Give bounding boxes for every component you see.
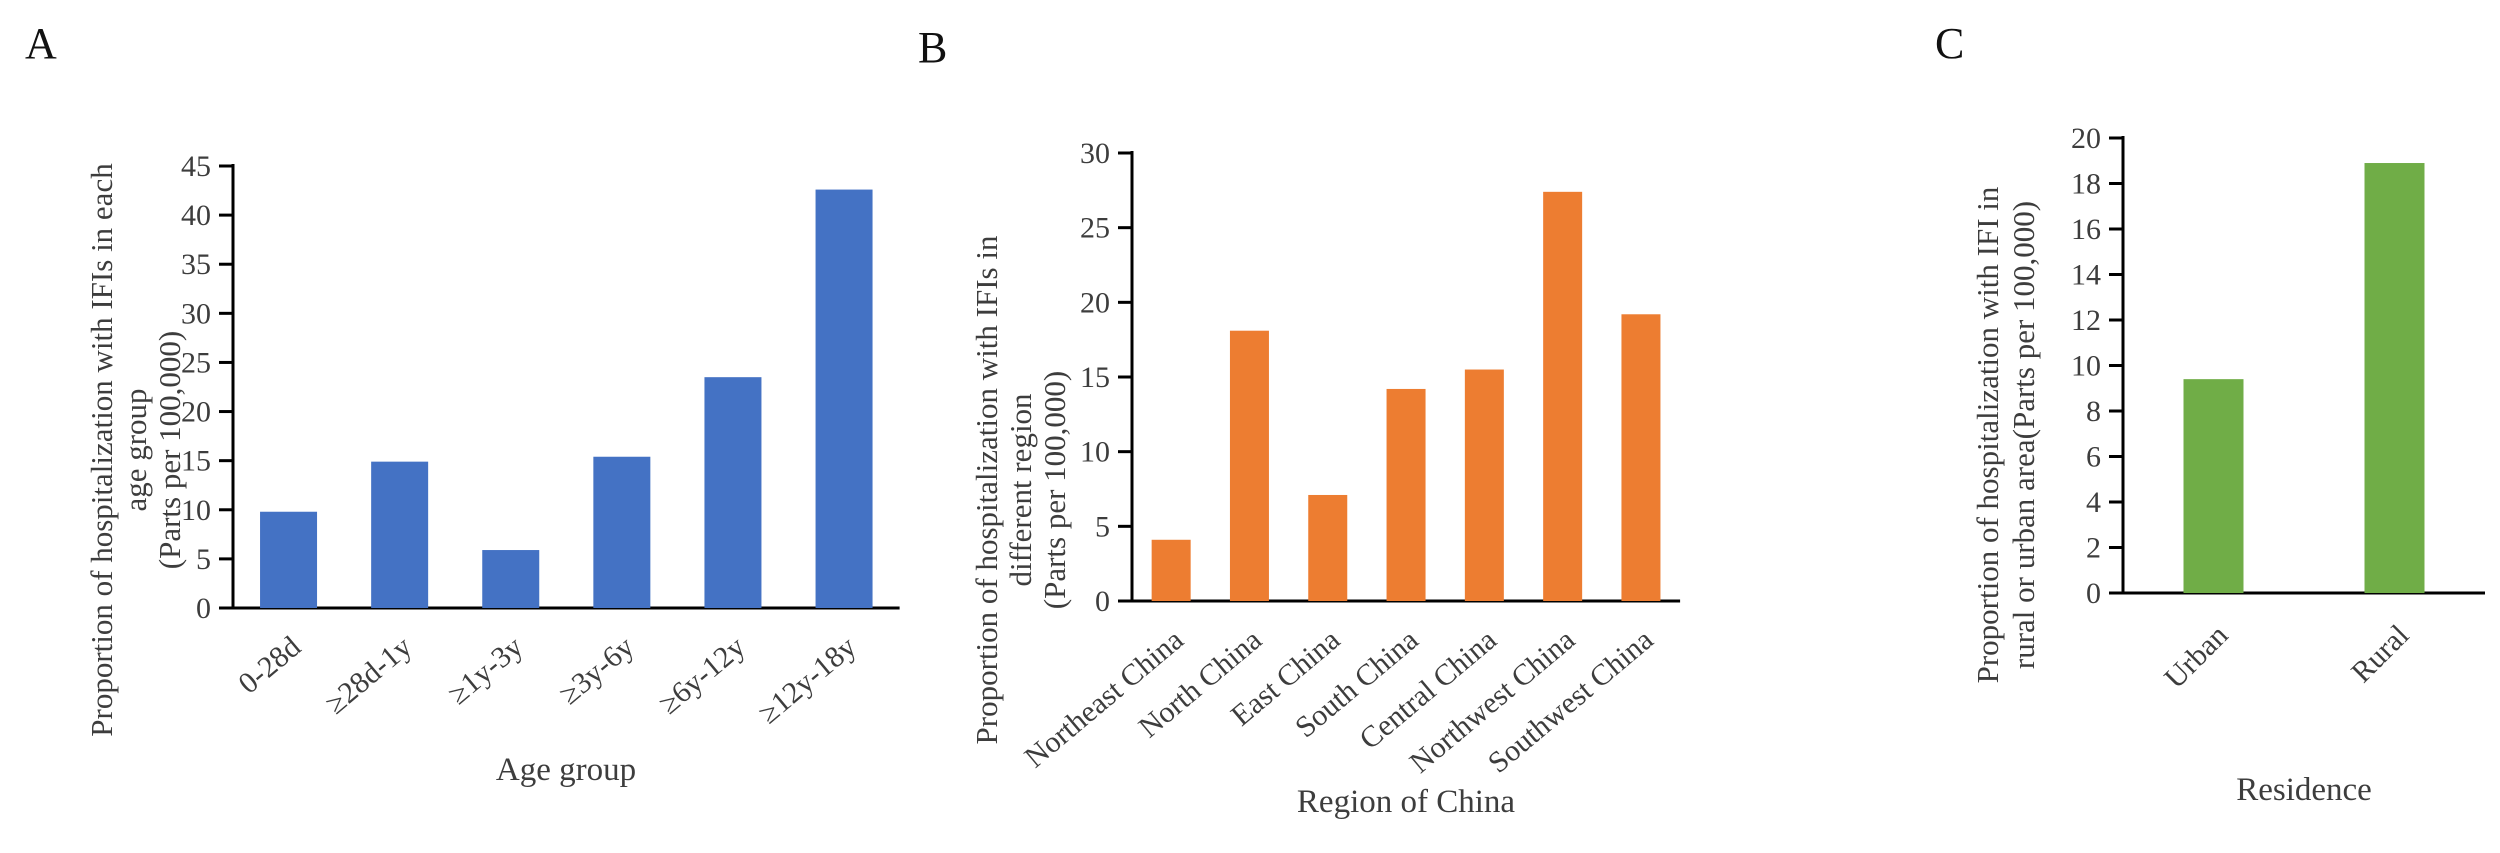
panel-a-bar bbox=[704, 377, 762, 608]
panel-c-bar bbox=[2183, 379, 2244, 593]
panel-b-bar bbox=[1386, 388, 1426, 601]
panel-a-bar bbox=[482, 550, 540, 608]
panel-a-x-tick-label: ≥12y-18y bbox=[752, 630, 862, 730]
panel-a-x-tick-label: ≥1y-3y bbox=[442, 630, 529, 711]
panel-b-y-tick-label: 0 bbox=[1095, 585, 1110, 618]
panel-c-y-tick-label: 2 bbox=[2086, 532, 2101, 565]
panel-a-y-tick-label: 5 bbox=[196, 543, 211, 576]
panel-c-y-tick-label: 0 bbox=[2086, 577, 2101, 610]
panel-a-y-tick-label: 15 bbox=[181, 445, 211, 478]
panel-b-bar bbox=[1151, 539, 1191, 601]
panel-c-x-axis-title: Residence bbox=[2236, 772, 2372, 808]
panel-a-x-tick-label: ≥28d-1y bbox=[319, 630, 418, 721]
panel-c-x-tick-label: Rural bbox=[2345, 619, 2415, 689]
panel-b-bar bbox=[1464, 369, 1504, 601]
panel-c-letter: C bbox=[1935, 19, 1964, 68]
panel-b-y-tick-label: 5 bbox=[1095, 510, 1110, 543]
panel-b-y-axis-title-line: different region bbox=[1003, 393, 1038, 587]
panel-c-y-tick-label: 10 bbox=[2071, 350, 2101, 383]
panel-b-y-tick-label: 10 bbox=[1080, 436, 1110, 469]
panel-a-y-axis-title: Proportion of hospitalization with IFIs … bbox=[84, 163, 187, 737]
panel-a-bar bbox=[371, 461, 429, 608]
panel-a-y-tick-label: 35 bbox=[181, 248, 211, 281]
panel-b-y-axis-title: Proportion of hospitalization with IFIs … bbox=[969, 235, 1072, 744]
panel-b-bar bbox=[1621, 314, 1661, 601]
panel-a-bar bbox=[815, 189, 873, 608]
panel-c-y-axis-title: Proportion of hospitalization with IFI i… bbox=[1970, 186, 2041, 683]
panel-b-y-axis-title-line: Proportion of hospitalization with IFIs … bbox=[969, 235, 1004, 744]
panel-a-chart: A 0 5 10 15 20 25 30 35 40 45 0-28d ≥28d-1y ≥1y-3y ≥3y… bbox=[25, 19, 900, 788]
panel-b-y-tick-label: 25 bbox=[1080, 212, 1110, 245]
panel-a-y-tick-label: 30 bbox=[181, 297, 211, 330]
panel-c-x-tick-label: Urban bbox=[2158, 619, 2234, 695]
panel-a-bar bbox=[260, 511, 318, 608]
panel-b-bar bbox=[1543, 191, 1583, 601]
panel-a-y-tick-label: 0 bbox=[196, 592, 211, 625]
panel-c-y-tick-label: 14 bbox=[2071, 259, 2101, 292]
panel-c-y-tick-label: 8 bbox=[2086, 395, 2101, 428]
panel-a-y-tick-label: 20 bbox=[181, 396, 211, 429]
panel-a-x-tick-label: ≥6y-12y bbox=[653, 630, 752, 721]
panel-b-letter: B bbox=[918, 23, 947, 72]
panel-a-x-tick-label: ≥3y-6y bbox=[553, 630, 640, 711]
panel-c-bar bbox=[2364, 163, 2425, 593]
panel-c-y-tick-label: 16 bbox=[2071, 213, 2101, 246]
panel-a-letter: A bbox=[25, 19, 57, 68]
panel-b-x-axis-title: Region of China bbox=[1297, 784, 1515, 820]
panel-c-chart: C 0 2 4 6 8 10 12 14 16 18 20 Urban Rural Proportion o… bbox=[1935, 19, 2485, 808]
panel-c-y-tick-label: 18 bbox=[2071, 168, 2101, 201]
panel-c-y-tick-label: 4 bbox=[2086, 486, 2101, 519]
panel-a-y-tick-label: 40 bbox=[181, 199, 211, 232]
panel-a-y-tick-label: 25 bbox=[181, 346, 211, 379]
panel-a-y-axis-title-line: Proportion of hospitalization with IFIs … bbox=[84, 163, 119, 737]
panel-c-y-tick-label: 12 bbox=[2071, 304, 2101, 337]
panel-c-y-tick-label: 20 bbox=[2071, 122, 2101, 155]
panel-b-y-tick-label: 30 bbox=[1080, 137, 1110, 170]
panel-c-y-axis-title-line: rural or urban area(Parts per 100,000) bbox=[2006, 201, 2041, 669]
panel-b-y-tick-label: 15 bbox=[1080, 361, 1110, 394]
panel-a-y-axis-title-line: (Parts per 100,000) bbox=[152, 331, 187, 569]
panel-a-y-axis-title-line: age group bbox=[118, 388, 153, 511]
panel-a-x-tick-label: 0-28d bbox=[232, 630, 307, 700]
panel-a-x-axis-title: Age group bbox=[496, 752, 636, 788]
panel-b-y-axis-title-line: (Parts per 100,000) bbox=[1037, 371, 1072, 609]
panel-b-y-tick-label: 20 bbox=[1080, 286, 1110, 319]
panel-c-y-tick-label: 6 bbox=[2086, 441, 2101, 474]
panel-a-y-tick-label: 45 bbox=[181, 150, 211, 183]
panel-a-y-tick-label: 10 bbox=[181, 494, 211, 527]
panel-b-bar bbox=[1308, 494, 1348, 601]
panel-c-y-axis-title-line: Proportion of hospitalization with IFI i… bbox=[1970, 186, 2005, 683]
panel-a-bar bbox=[593, 456, 651, 608]
panel-b-bar bbox=[1229, 330, 1269, 601]
